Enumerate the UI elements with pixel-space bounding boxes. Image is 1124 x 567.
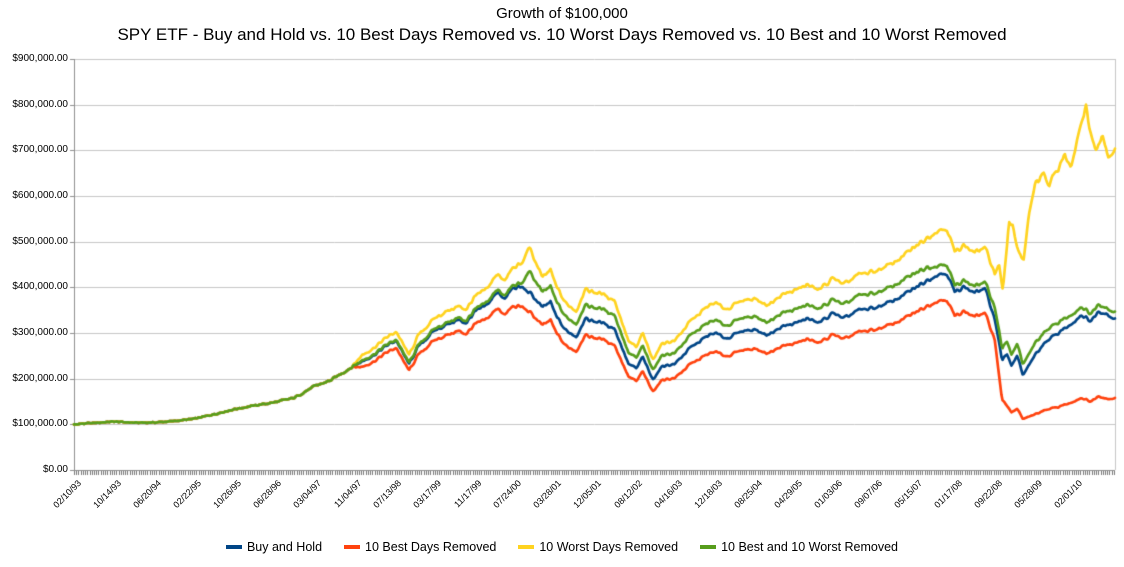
y-axis-tick-label: $200,000.00 — [12, 372, 68, 384]
y-axis-tick-label: $100,000.00 — [12, 418, 68, 430]
y-axis-tick-label: $700,000.00 — [12, 144, 68, 156]
legend: Buy and Hold 10 Best Days Removed 10 Worst… — [0, 540, 1124, 554]
y-axis-tick-label: $500,000.00 — [12, 235, 68, 247]
legend-swatch — [225, 545, 242, 549]
legend-item: Buy and Hold — [225, 540, 323, 554]
legend-item-label: Buy and Hold — [246, 540, 323, 554]
legend-item: 10 Best and 10 Worst Removed — [700, 540, 898, 554]
legend-swatch — [518, 545, 535, 549]
legend-item: 10 Best Days Removed — [344, 540, 496, 554]
y-axis-tick-label: $300,000.00 — [12, 327, 68, 338]
y-axis-tick-label: $800,000.00 — [12, 98, 68, 110]
legend-swatch — [700, 545, 717, 549]
legend-item: 10 Worst Days Removed — [518, 540, 678, 554]
legend-item-label: 10 Best and 10 Worst Removed — [721, 540, 899, 554]
legend-item-label: 10 Best Days Removed — [365, 540, 497, 554]
y-axis-tick-label: $900,000.00 — [12, 53, 68, 64]
legend-swatch — [344, 545, 361, 549]
y-axis-tick-label: $400,000.00 — [12, 281, 68, 293]
legend-item-label: 10 Worst Days Removed — [539, 540, 679, 554]
y-axis-tick-label: $600,000.00 — [12, 190, 68, 201]
y-axis-tick-label: $0.00 — [42, 464, 68, 475]
